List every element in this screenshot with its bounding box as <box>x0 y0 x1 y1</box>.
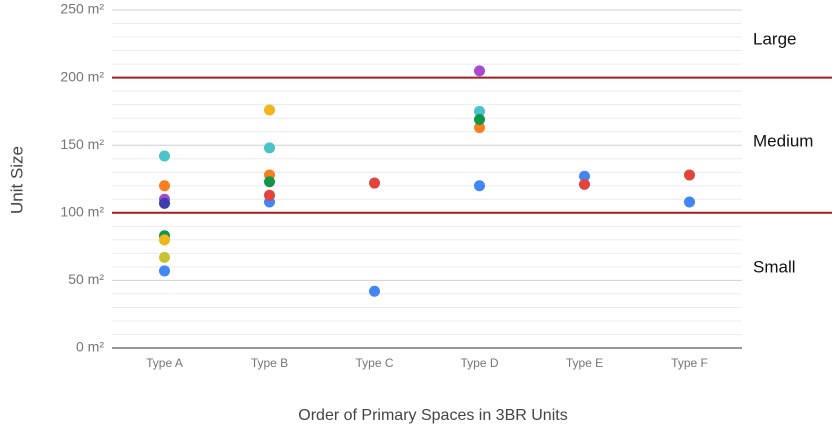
point <box>159 197 170 209</box>
y-tick-label: 200 m² <box>60 68 104 84</box>
point <box>264 176 275 188</box>
point <box>474 180 485 192</box>
x-tick-label: Type E <box>566 356 603 370</box>
point <box>579 170 590 182</box>
x-tick-label: Type B <box>251 356 288 370</box>
y-axis-label: Unit Size <box>7 146 26 214</box>
zone-label: Large <box>753 29 796 48</box>
point <box>369 285 380 297</box>
point <box>159 180 170 192</box>
point <box>579 178 590 190</box>
y-tick-label: 250 m² <box>60 1 104 17</box>
y-tick-label: 100 m² <box>60 204 104 220</box>
y-tick-label: 150 m² <box>60 136 104 152</box>
point <box>159 150 170 162</box>
point <box>264 189 275 201</box>
point <box>474 105 485 117</box>
point <box>159 251 170 263</box>
x-axis-label: Order of Primary Spaces in 3BR Units <box>298 407 567 424</box>
zone-label: Medium <box>753 131 813 150</box>
point <box>264 104 275 116</box>
point <box>369 177 380 189</box>
x-tick-label: Type A <box>146 356 183 370</box>
point <box>264 142 275 154</box>
y-tick-label: 0 m² <box>76 339 104 355</box>
x-tick-label: Type D <box>460 356 498 370</box>
point <box>474 65 485 77</box>
point <box>684 169 695 181</box>
y-tick-label: 50 m² <box>68 271 104 287</box>
x-tick-label: Type F <box>671 356 708 370</box>
point <box>159 234 170 246</box>
point <box>159 265 170 277</box>
point <box>474 114 485 126</box>
point <box>684 196 695 208</box>
x-tick-label: Type C <box>355 356 393 370</box>
point <box>474 122 485 134</box>
zone-label: Small <box>753 257 796 276</box>
